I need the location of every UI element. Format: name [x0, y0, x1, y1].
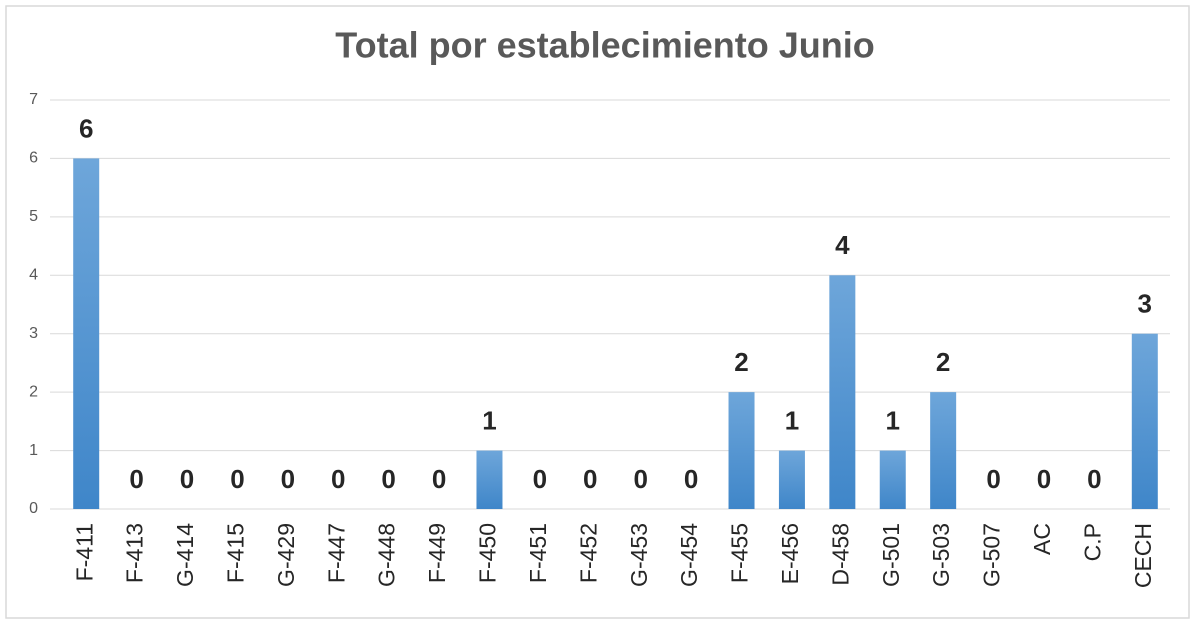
- y-tick-label: 4: [29, 267, 38, 284]
- data-label: 0: [381, 464, 395, 494]
- x-tick-label: G-507: [979, 523, 1005, 587]
- data-label: 2: [734, 347, 748, 377]
- x-tick-label: G-414: [172, 523, 198, 587]
- data-label: 0: [633, 464, 647, 494]
- bar: [73, 158, 100, 509]
- x-tick-label: F-411: [71, 523, 97, 581]
- x-tick-label: F-451: [525, 523, 551, 583]
- x-tick-label: CECH: [1130, 523, 1156, 588]
- data-label: 1: [886, 405, 900, 435]
- data-label: 0: [129, 464, 143, 494]
- x-tick-label: E-456: [777, 523, 803, 584]
- x-tick-label: G-429: [273, 523, 299, 587]
- data-label: 3: [1138, 289, 1152, 319]
- y-tick-label: 5: [29, 208, 38, 225]
- data-label: 6: [79, 113, 93, 143]
- x-tick-label: C.P: [1079, 523, 1105, 561]
- data-label: 0: [986, 464, 1000, 494]
- x-tick-label: F-450: [475, 523, 501, 583]
- data-label: 0: [1037, 464, 1051, 494]
- data-label: 0: [684, 464, 698, 494]
- data-label: 0: [281, 464, 295, 494]
- x-tick-label: F-447: [323, 523, 349, 583]
- bar: [728, 392, 755, 509]
- x-tick-label: G-503: [928, 523, 954, 587]
- data-label: 0: [533, 464, 547, 494]
- y-tick-label: 0: [29, 500, 38, 517]
- x-tick-label: F-449: [424, 523, 450, 583]
- data-label: 0: [180, 464, 194, 494]
- bar: [1131, 333, 1158, 509]
- bar: [930, 392, 957, 509]
- x-tick-label: F-455: [727, 523, 753, 583]
- chart-border: [5, 5, 1190, 619]
- x-tick-label: F-452: [575, 523, 601, 583]
- data-label: 0: [230, 464, 244, 494]
- x-tick-label: G-453: [626, 523, 652, 587]
- y-tick-label: 2: [29, 383, 38, 400]
- x-tick-label: F-413: [122, 523, 148, 583]
- bar: [829, 275, 856, 509]
- bar: [476, 450, 503, 509]
- bar: [879, 450, 906, 509]
- data-label: 0: [432, 464, 446, 494]
- data-label: 1: [482, 405, 496, 435]
- data-label: 0: [583, 464, 597, 494]
- bar: [778, 450, 805, 509]
- x-tick-label: D-458: [827, 523, 853, 586]
- y-tick-label: 1: [29, 442, 38, 459]
- data-label: 0: [331, 464, 345, 494]
- y-tick-label: 7: [29, 91, 38, 108]
- x-tick-label: G-501: [878, 523, 904, 587]
- y-tick-label: 6: [29, 150, 38, 167]
- x-tick-label: F-415: [223, 523, 249, 583]
- data-label: 0: [1087, 464, 1101, 494]
- x-tick-label: AC: [1029, 523, 1055, 555]
- chart-title: Total por establecimiento Junio: [335, 25, 874, 66]
- data-label: 2: [936, 347, 950, 377]
- x-tick-label: G-448: [374, 523, 400, 587]
- data-label: 4: [835, 230, 850, 260]
- data-label: 1: [785, 405, 799, 435]
- x-tick-label: G-454: [676, 523, 702, 587]
- y-tick-label: 3: [29, 325, 38, 342]
